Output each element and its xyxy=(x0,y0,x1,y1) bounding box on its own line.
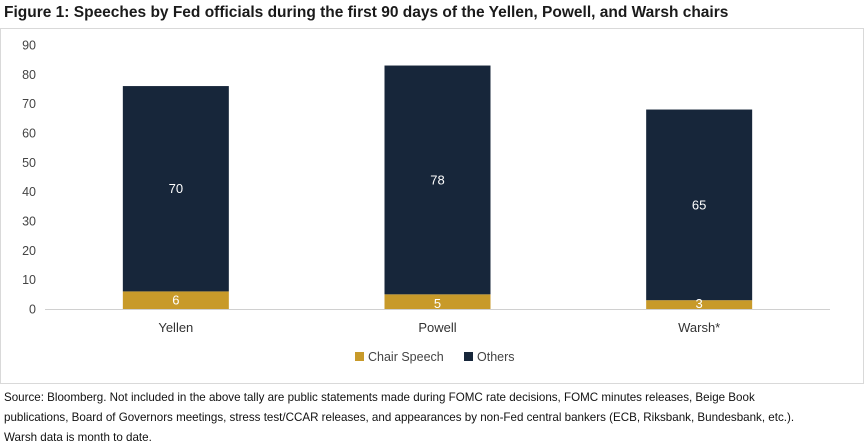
x-tick-label: Yellen xyxy=(158,320,193,335)
source-note: Source: Bloomberg. Not included in the a… xyxy=(4,388,862,448)
y-tick-label: 30 xyxy=(22,215,36,229)
data-label: 3 xyxy=(696,296,703,311)
data-labels: 6 70 5 78 3 65 xyxy=(169,172,707,311)
y-tick-label: 70 xyxy=(22,97,36,111)
legend-swatch-others xyxy=(464,352,473,361)
stacked-bar-chart: 0 10 20 30 40 50 60 70 80 90 6 70 5 78 3 65 Yellen Powe… xyxy=(22,39,830,364)
source-line-3: Warsh data is month to date. xyxy=(4,431,152,444)
y-tick-label: 80 xyxy=(22,68,36,82)
y-tick-label: 40 xyxy=(22,185,36,199)
x-tick-label: Powell xyxy=(418,320,456,335)
data-label: 78 xyxy=(430,172,444,187)
legend: Chair Speech Others xyxy=(355,350,515,364)
data-label: 70 xyxy=(169,181,183,196)
source-line-2: publications, Board of Governors meeting… xyxy=(4,411,795,424)
bar-others xyxy=(646,109,753,301)
bar-chair-speech xyxy=(646,300,753,309)
data-label: 65 xyxy=(692,197,706,212)
y-axis: 0 10 20 30 40 50 60 70 80 90 xyxy=(22,39,830,317)
y-tick-label: 20 xyxy=(22,244,36,258)
data-label: 6 xyxy=(172,293,179,308)
source-line-1: Source: Bloomberg. Not included in the a… xyxy=(4,391,755,404)
chart-frame xyxy=(0,28,864,384)
y-tick-label: 90 xyxy=(22,39,36,53)
x-axis: Yellen Powell Warsh* xyxy=(158,320,720,335)
bar-chair-speech xyxy=(384,294,491,309)
y-tick-label: 0 xyxy=(29,303,36,317)
y-tick-label: 60 xyxy=(22,127,36,141)
bar-others xyxy=(122,86,229,292)
legend-swatch-chair-speech xyxy=(355,352,364,361)
legend-label: Others xyxy=(477,350,515,364)
legend-label: Chair Speech xyxy=(368,350,444,364)
x-tick-label: Warsh* xyxy=(678,320,720,335)
y-tick-label: 50 xyxy=(22,156,36,170)
bar-others xyxy=(384,65,491,295)
data-label: 5 xyxy=(434,296,441,311)
bars xyxy=(122,65,753,309)
chart-title: Figure 1: Speeches by Fed officials duri… xyxy=(4,4,729,21)
y-tick-label: 10 xyxy=(22,273,36,287)
bar-chair-speech xyxy=(122,291,229,309)
